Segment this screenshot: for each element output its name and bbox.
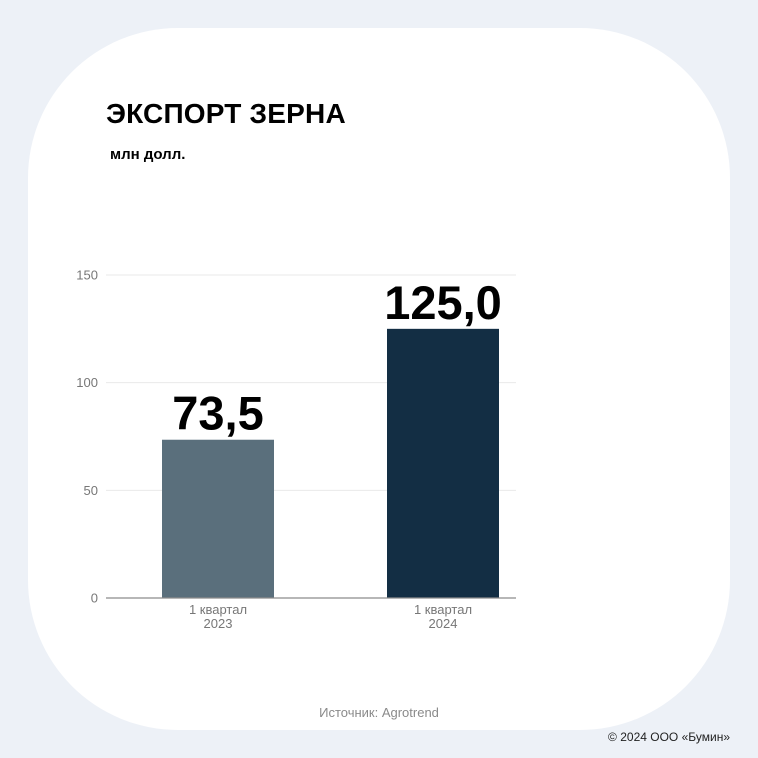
x-tick-label: 2023 xyxy=(204,616,233,631)
source-note: Источник: Agrotrend xyxy=(0,705,758,720)
y-tick-label: 100 xyxy=(76,375,98,390)
x-tick-label: 1 квартал xyxy=(414,602,472,617)
y-tick-label: 50 xyxy=(84,483,98,498)
x-tick-label: 2024 xyxy=(429,616,458,631)
bar xyxy=(162,440,274,598)
copyright-note: © 2024 ООО «Бумин» xyxy=(608,730,730,744)
x-tick-label: 1 квартал xyxy=(189,602,247,617)
y-tick-label: 0 xyxy=(91,591,98,606)
bar-value-label: 73,5 xyxy=(172,387,263,440)
y-tick-label: 150 xyxy=(76,268,98,283)
bar-value-label: 125,0 xyxy=(384,276,502,329)
bar xyxy=(387,329,499,598)
